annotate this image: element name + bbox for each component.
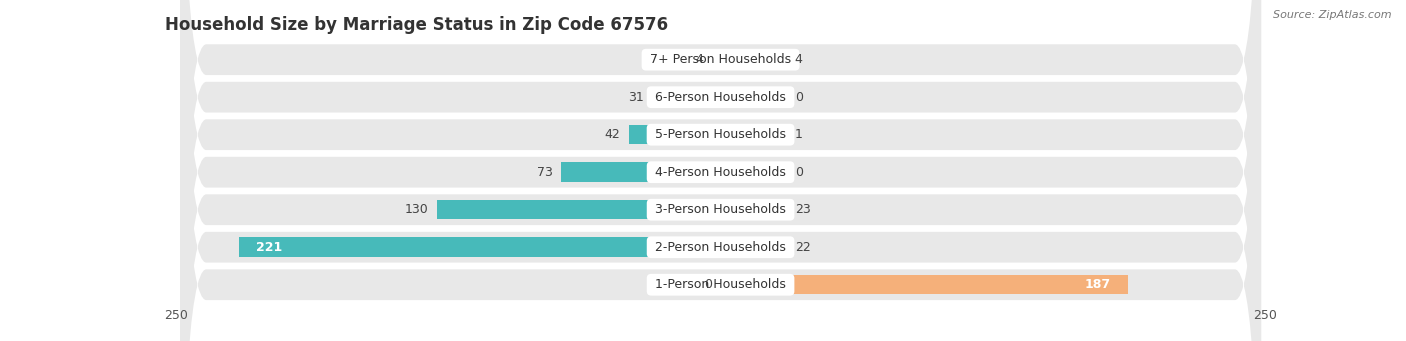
FancyBboxPatch shape [180,0,1261,341]
Text: 22: 22 [794,241,810,254]
Text: 5-Person Households: 5-Person Households [651,128,790,141]
Text: 4: 4 [695,53,703,66]
FancyBboxPatch shape [180,0,1261,341]
Text: 6-Person Households: 6-Person Households [651,91,790,104]
Text: Household Size by Marriage Status in Zip Code 67576: Household Size by Marriage Status in Zip… [165,16,668,34]
Text: 31: 31 [628,91,644,104]
Bar [721,237,786,257]
Text: 73: 73 [537,166,553,179]
Text: 130: 130 [405,203,429,216]
Bar [652,87,721,107]
Bar [721,200,786,220]
FancyBboxPatch shape [180,0,1261,341]
Text: 4-Person Households: 4-Person Households [651,166,790,179]
Text: 1: 1 [794,128,803,141]
Bar [721,275,1128,295]
Text: 187: 187 [1084,278,1111,291]
Text: 0: 0 [794,91,803,104]
FancyBboxPatch shape [180,0,1261,341]
Bar [437,200,721,220]
Bar [239,237,721,257]
Bar [721,162,786,182]
Bar [721,87,786,107]
Text: 221: 221 [256,241,283,254]
Text: 0: 0 [794,166,803,179]
Bar [628,125,721,145]
Text: 23: 23 [794,203,810,216]
Bar [561,162,721,182]
FancyBboxPatch shape [180,0,1261,341]
Bar [721,125,786,145]
Bar [711,50,721,70]
FancyBboxPatch shape [180,0,1261,341]
Text: 0: 0 [704,278,711,291]
Text: 7+ Person Households: 7+ Person Households [645,53,796,66]
Text: 3-Person Households: 3-Person Households [651,203,790,216]
Text: Source: ZipAtlas.com: Source: ZipAtlas.com [1274,10,1392,20]
Text: 4: 4 [794,53,803,66]
Text: 1-Person Households: 1-Person Households [651,278,790,291]
Text: 42: 42 [605,128,620,141]
Bar [721,50,786,70]
Text: 2-Person Households: 2-Person Households [651,241,790,254]
FancyBboxPatch shape [180,0,1261,341]
